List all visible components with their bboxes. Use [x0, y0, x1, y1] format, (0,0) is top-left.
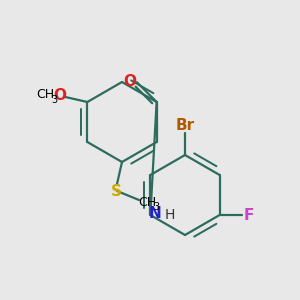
Text: Br: Br: [176, 118, 195, 133]
Text: CH: CH: [36, 88, 54, 101]
Text: O: O: [53, 88, 66, 104]
Text: 3: 3: [51, 95, 57, 105]
Text: CH: CH: [138, 196, 156, 208]
Text: F: F: [244, 208, 254, 223]
Text: 3: 3: [153, 202, 159, 212]
Text: S: S: [110, 184, 122, 199]
Text: H: H: [164, 208, 175, 222]
Text: O: O: [123, 74, 136, 89]
Text: N: N: [149, 206, 162, 220]
